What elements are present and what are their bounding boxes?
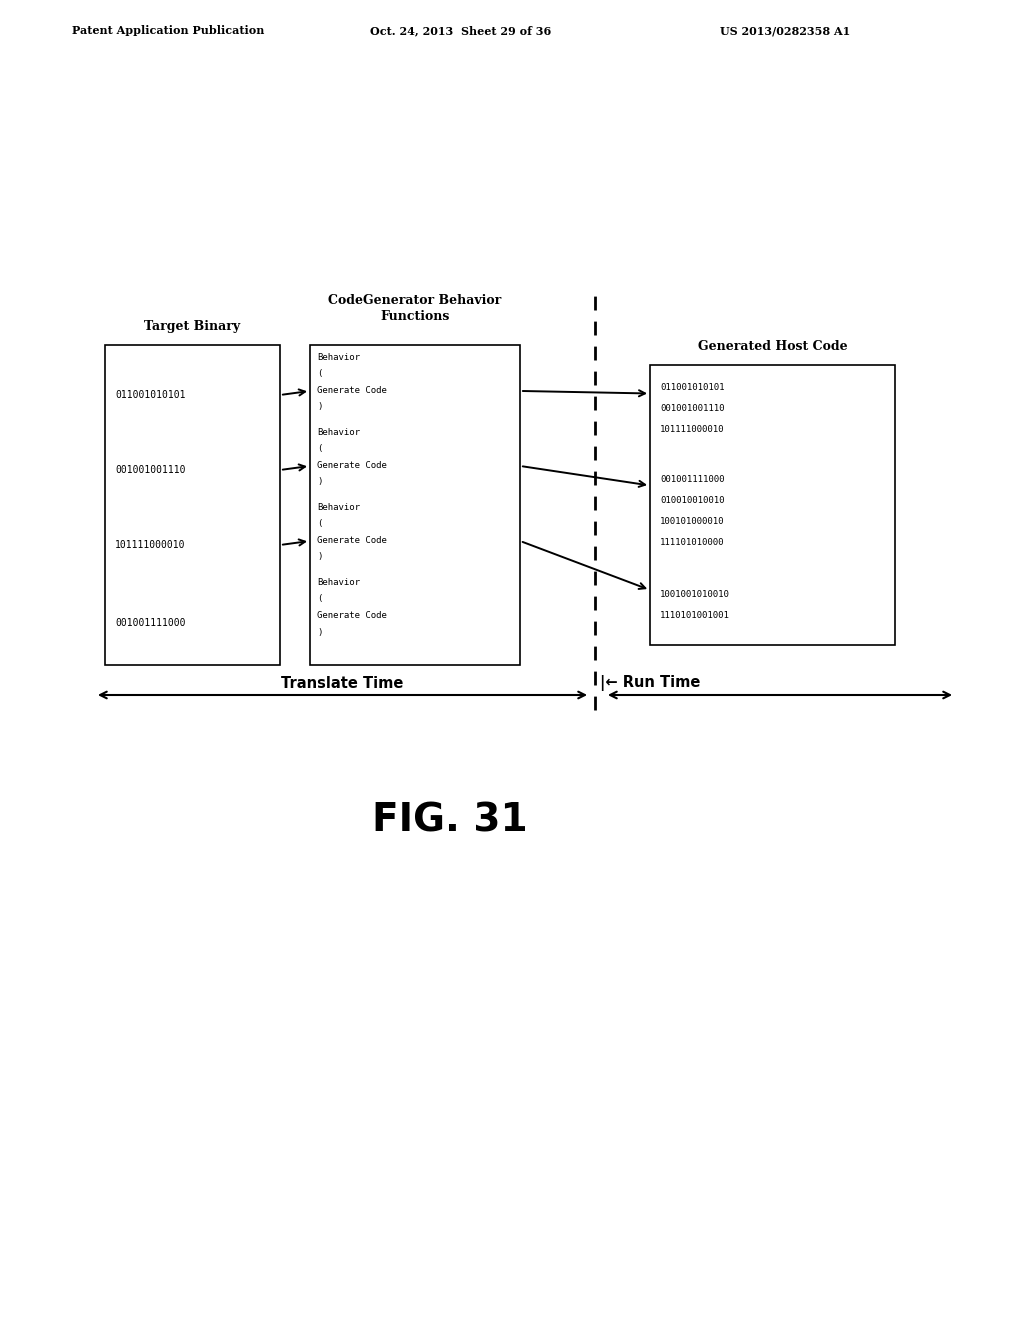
- Text: Generate Code: Generate Code: [317, 611, 387, 620]
- Text: (: (: [317, 520, 323, 528]
- Text: 1001001010010: 1001001010010: [660, 590, 730, 599]
- Text: 011001010101: 011001010101: [115, 389, 185, 400]
- Bar: [310, 345, 520, 665]
- Text: Generate Code: Generate Code: [317, 385, 387, 395]
- Text: ): ): [317, 553, 323, 561]
- Text: ): ): [317, 478, 323, 487]
- Text: ): ): [317, 403, 323, 412]
- Text: CodeGenerator Behavior
Functions: CodeGenerator Behavior Functions: [329, 294, 502, 323]
- Text: FIG. 31: FIG. 31: [372, 801, 527, 840]
- Text: 010010010010: 010010010010: [660, 496, 725, 506]
- Text: 1110101001001: 1110101001001: [660, 611, 730, 620]
- Text: 001001111000: 001001111000: [115, 618, 185, 628]
- Text: Generated Host Code: Generated Host Code: [697, 341, 847, 352]
- Text: 001001001110: 001001001110: [660, 404, 725, 413]
- Text: (: (: [317, 370, 323, 379]
- Text: 101111000010: 101111000010: [115, 540, 185, 550]
- Text: Behavior: Behavior: [317, 352, 360, 362]
- Text: Behavior: Behavior: [317, 578, 360, 587]
- Text: Behavior: Behavior: [317, 428, 360, 437]
- Text: US 2013/0282358 A1: US 2013/0282358 A1: [720, 25, 850, 36]
- Bar: [650, 366, 895, 645]
- Text: ): ): [317, 627, 323, 636]
- Text: Generate Code: Generate Code: [317, 536, 387, 545]
- Bar: [105, 345, 280, 665]
- Text: |← Run Time: |← Run Time: [600, 675, 706, 690]
- Text: Patent Application Publication: Patent Application Publication: [72, 25, 264, 36]
- Text: Behavior: Behavior: [317, 503, 360, 512]
- Text: Generate Code: Generate Code: [317, 461, 387, 470]
- Text: 011001010101: 011001010101: [660, 383, 725, 392]
- Text: Translate Time: Translate Time: [282, 676, 403, 690]
- Text: Oct. 24, 2013  Sheet 29 of 36: Oct. 24, 2013 Sheet 29 of 36: [370, 25, 551, 36]
- Text: 100101000010: 100101000010: [660, 517, 725, 525]
- Text: 001001111000: 001001111000: [660, 475, 725, 484]
- Text: (: (: [317, 445, 323, 454]
- Text: 101111000010: 101111000010: [660, 425, 725, 434]
- Text: Target Binary: Target Binary: [144, 319, 241, 333]
- Text: (: (: [317, 594, 323, 603]
- Text: 001001001110: 001001001110: [115, 465, 185, 475]
- Text: 111101010000: 111101010000: [660, 539, 725, 546]
